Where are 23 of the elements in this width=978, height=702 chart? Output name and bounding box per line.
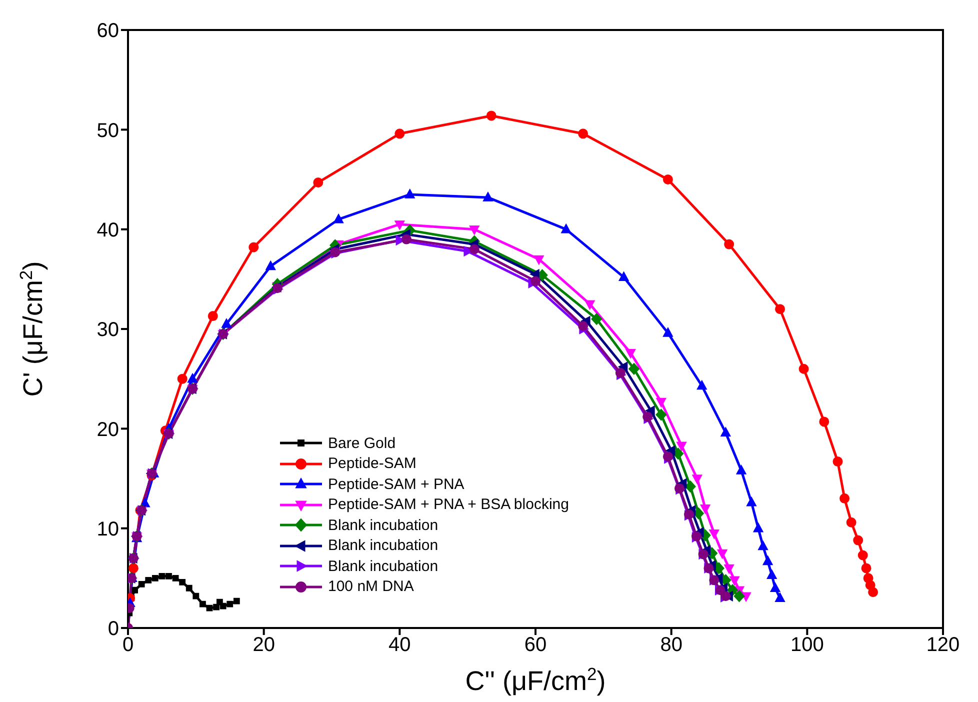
y-tick-label: 0 bbox=[108, 618, 119, 640]
y-tick-label: 10 bbox=[96, 518, 119, 540]
y-tick-label: 50 bbox=[96, 120, 119, 142]
legend-label: Peptide-SAM + PNA bbox=[328, 476, 464, 493]
legend-label: 100 nM DNA bbox=[328, 578, 414, 596]
legend-label: Blank incubation bbox=[328, 558, 438, 575]
x-tick-label: 20 bbox=[252, 634, 275, 656]
x-tick-label: 80 bbox=[660, 634, 682, 656]
legend-label: Bare Gold bbox=[328, 434, 396, 452]
legend-label: Blank incubation bbox=[328, 537, 438, 554]
y-tick-label: 20 bbox=[96, 418, 119, 441]
x-tick-label: 120 bbox=[926, 634, 960, 656]
x-tick-label: 60 bbox=[524, 634, 547, 656]
legend-label: Peptide-SAM + PNA + BSA blocking bbox=[328, 496, 569, 514]
x-axis-title: C'' (μF/cm$^{2}$) bbox=[465, 664, 606, 696]
legend-label: Peptide-SAM bbox=[328, 455, 416, 472]
legend-label: Blank incubation bbox=[328, 516, 438, 534]
y-tick-label: 60 bbox=[96, 20, 119, 42]
x-tick-label: 100 bbox=[790, 634, 824, 656]
x-tick-label: 40 bbox=[388, 634, 411, 656]
y-tick-label: 40 bbox=[96, 219, 119, 242]
y-tick-label: 30 bbox=[96, 319, 119, 342]
x-tick-label: 0 bbox=[122, 634, 134, 656]
